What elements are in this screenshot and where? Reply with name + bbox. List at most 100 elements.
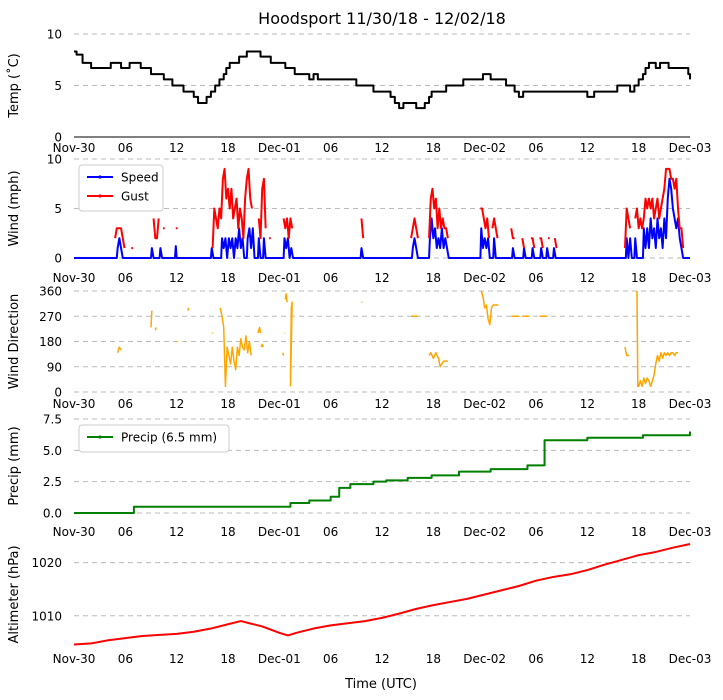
series-direction [289, 301, 293, 387]
x-tick-label: 12 [374, 141, 389, 155]
series-temp [74, 50, 691, 110]
y-axis-label-alt: Altimeter (hPa) [7, 545, 22, 643]
series-direction [260, 343, 264, 348]
x-tick-label: 18 [220, 652, 235, 666]
panel-dir: 0 90 180 270 360 Nov-30 06 12 18 Dec-01 06 12 18 Dec-… [7, 285, 711, 412]
x-tick-label: 06 [528, 652, 543, 666]
x-tick-label: 18 [426, 271, 441, 285]
y-tick-label: 1010 [31, 609, 62, 623]
series-gust [257, 177, 267, 240]
x-tick-label: 18 [631, 652, 646, 666]
x-tick-label: 06 [118, 271, 133, 285]
x-tick-label: Dec-01 [258, 652, 301, 666]
y-axis-label-wind: Wind (mph) [7, 170, 22, 246]
x-tick-label: Nov-30 [53, 397, 96, 411]
y-axis-label-temp: Temp (˚C) [6, 53, 22, 119]
x-tick-label: 18 [426, 652, 441, 666]
x-tick-label: 06 [323, 141, 338, 155]
x-tick-label: 12 [169, 525, 184, 539]
series-direction [284, 293, 288, 303]
y-tick-label: 180 [39, 335, 62, 349]
chart-title: Hoodsport 11/30/18 - 12/02/18 [258, 9, 506, 28]
x-tick-label: 06 [528, 525, 543, 539]
x-tick-label: 12 [374, 271, 389, 285]
series-precip [74, 431, 691, 514]
x-tick-label: Dec-03 [669, 141, 712, 155]
series-direction [480, 290, 499, 326]
x-tick-label: Dec-01 [258, 397, 301, 411]
series-direction [187, 307, 190, 311]
x-tick-label: 18 [631, 397, 646, 411]
x-tick-label: 18 [426, 525, 441, 539]
series-gust [634, 167, 685, 249]
legend-label: Gust [121, 190, 149, 204]
x-tick-label: Dec-01 [258, 141, 301, 155]
x-tick-label: 06 [323, 652, 338, 666]
x-axis-label: Time (UTC) [344, 677, 417, 692]
x-tick-label: 18 [426, 397, 441, 411]
legend-label: Precip (6.5 mm) [121, 431, 217, 445]
series-gust [530, 237, 536, 249]
x-tick-label: 06 [323, 397, 338, 411]
panel-alt: 1010 1020 Nov-30 06 12 18 Dec-01 06 12 18 Dec-02 06… [7, 542, 711, 666]
series-gust [211, 167, 253, 249]
x-tick-label: Nov-30 [53, 141, 96, 155]
series-direction [257, 326, 262, 334]
series-direction [116, 346, 122, 353]
x-tick-label: 12 [374, 397, 389, 411]
series-gust [491, 217, 499, 239]
x-tick-label: Dec-02 [463, 397, 506, 411]
series-direction [219, 307, 252, 388]
x-tick-label: Dec-02 [463, 271, 506, 285]
series-gust [510, 228, 515, 240]
x-tick-label: 12 [580, 271, 595, 285]
legend-marker [98, 194, 102, 198]
y-tick-label: 5.0 [43, 444, 62, 458]
x-tick-label: Dec-01 [258, 271, 301, 285]
x-tick-label: 12 [169, 397, 184, 411]
x-tick-label: 06 [118, 652, 133, 666]
x-tick-label: 12 [580, 397, 595, 411]
legend-marker [98, 435, 102, 439]
series-direction [636, 290, 679, 388]
series-gust [480, 207, 490, 239]
y-axis-label-dir: Wind Direction [7, 294, 22, 390]
x-tick-label: Dec-02 [463, 652, 506, 666]
y-tick-label: 360 [39, 285, 62, 299]
y-tick-label: 5 [54, 79, 62, 93]
x-tick-label: Dec-02 [463, 141, 506, 155]
series-direction [624, 346, 630, 357]
x-tick-label: 06 [323, 271, 338, 285]
series-direction [154, 327, 157, 331]
x-tick-label: 12 [580, 525, 595, 539]
x-tick-label: 18 [220, 271, 235, 285]
series-altimeter [73, 542, 691, 646]
legend-marker [98, 175, 102, 179]
y-tick-label: 7.5 [43, 413, 62, 427]
y-tick-label: 5 [54, 202, 62, 216]
x-tick-label: Dec-02 [463, 525, 506, 539]
y-tick-label: 2.5 [43, 475, 62, 489]
y-tick-label: 0 [54, 131, 62, 145]
y-tick-label: 270 [39, 310, 62, 324]
x-tick-label: 06 [528, 397, 543, 411]
series-gust [360, 218, 365, 239]
series-gust [428, 187, 449, 239]
x-tick-label: 12 [374, 525, 389, 539]
series-speed [74, 177, 690, 259]
x-tick-label: 12 [374, 652, 389, 666]
panel-wind: 0 5 10 Nov-30 06 12 18 Dec-01 06 12 18 Dec-02 06 12 18… [7, 153, 711, 286]
x-tick-label: 06 [528, 271, 543, 285]
y-tick-label: 90 [47, 360, 62, 374]
x-tick-label: 18 [220, 525, 235, 539]
x-tick-label: Dec-03 [669, 397, 712, 411]
x-tick-label: 12 [580, 141, 595, 155]
y-tick-label: 0 [54, 386, 62, 400]
legend [78, 424, 230, 453]
y-tick-label: 10 [47, 28, 62, 42]
x-tick-label: Dec-01 [258, 525, 301, 539]
series-direction [150, 310, 153, 328]
x-tick-label: 18 [631, 141, 646, 155]
x-tick-label: Nov-30 [53, 525, 96, 539]
